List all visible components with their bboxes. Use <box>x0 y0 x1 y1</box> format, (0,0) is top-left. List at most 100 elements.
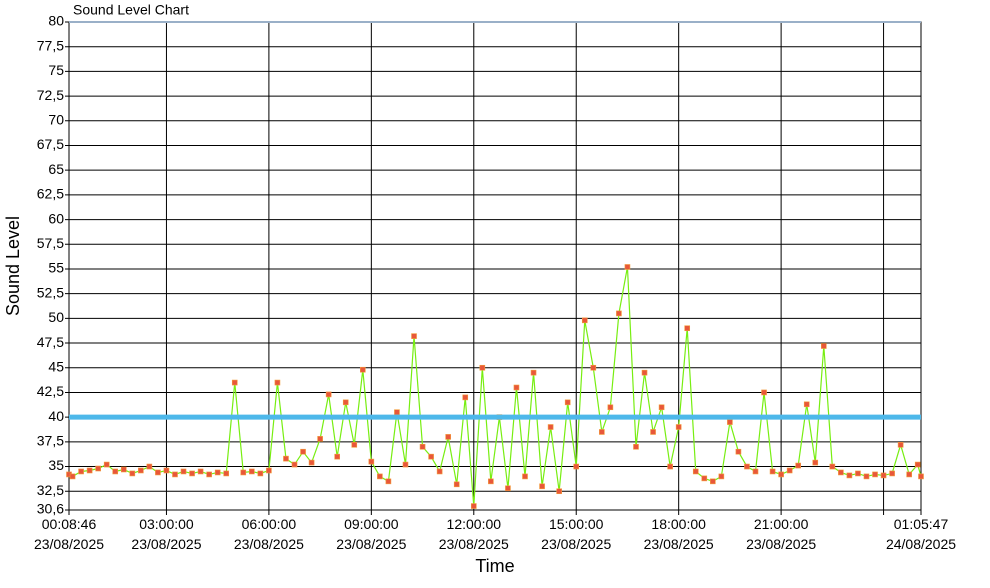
data-point <box>86 467 93 474</box>
x-tick-label: 01:05:47 24/08/2025 <box>885 516 957 552</box>
data-point <box>462 394 469 401</box>
y-tick-label: 70 <box>48 111 64 127</box>
data-point <box>641 369 648 376</box>
data-point <box>240 469 247 476</box>
data-point <box>505 485 511 492</box>
data-point <box>812 459 819 466</box>
data-point <box>385 478 392 485</box>
x-axis-label: Time <box>475 556 514 576</box>
data-point <box>308 459 315 466</box>
data-point <box>266 467 272 474</box>
data-point <box>334 453 340 460</box>
data-point <box>821 343 827 349</box>
y-tick-label: 37,5 <box>37 433 64 449</box>
data-point <box>590 364 597 371</box>
data-point <box>223 470 230 477</box>
data-point <box>803 401 810 408</box>
y-tick-label: 45 <box>48 358 64 374</box>
data-point <box>436 468 443 475</box>
data-point <box>675 424 682 430</box>
data-point <box>69 473 76 480</box>
data-point <box>351 442 358 448</box>
x-tick-label: 21:00:00 23/08/2025 <box>746 516 817 552</box>
y-tick-label: 60 <box>48 210 64 226</box>
data-point <box>163 467 170 474</box>
y-tick-label: 50 <box>48 309 64 325</box>
data-point <box>547 424 554 430</box>
data-point <box>300 448 306 455</box>
y-tick-label: 52,5 <box>37 284 64 300</box>
chart-title: Sound Level Chart <box>73 2 189 18</box>
data-point <box>624 264 631 270</box>
data-point <box>863 473 870 480</box>
data-point <box>573 463 580 470</box>
data-point <box>522 473 528 480</box>
data-point <box>172 471 178 478</box>
plot-border <box>68 21 922 511</box>
data-point <box>846 472 853 479</box>
data-point <box>180 468 187 475</box>
data-point <box>701 475 708 482</box>
data-point <box>735 448 742 455</box>
y-tick-label: 65 <box>48 161 64 177</box>
data-point <box>581 317 588 324</box>
data-point <box>778 471 784 478</box>
y-axis-label: Sound Level <box>3 216 23 316</box>
data-point <box>206 471 212 478</box>
x-tick-label: 00:08:46 23/08/2025 <box>33 516 105 552</box>
data-point <box>607 404 614 411</box>
data-point <box>428 453 434 460</box>
data-point <box>667 463 673 470</box>
y-tick-label: 35 <box>48 457 64 473</box>
data-point <box>906 471 912 478</box>
data-point <box>488 478 494 485</box>
data-point <box>556 488 562 495</box>
data-point <box>752 468 759 475</box>
data-point <box>918 473 924 480</box>
data-point <box>829 463 836 470</box>
data-point <box>744 463 750 470</box>
data-point <box>189 470 195 477</box>
x-tick-label: 18:00:00 23/08/2025 <box>643 516 714 552</box>
data-point <box>539 483 545 490</box>
data-point <box>727 419 733 425</box>
data-point <box>368 458 375 465</box>
data-point <box>231 379 238 386</box>
data-point <box>795 462 801 469</box>
data-point <box>197 468 204 475</box>
data-point <box>897 442 904 448</box>
series-line <box>68 266 922 507</box>
y-tick-label: 57,5 <box>37 235 64 251</box>
data-point <box>155 469 161 476</box>
data-point <box>112 468 119 475</box>
data-point <box>78 468 84 475</box>
data-point <box>146 463 153 470</box>
data-point <box>633 443 639 450</box>
data-point <box>249 468 255 475</box>
y-tick-label: 55 <box>48 260 64 276</box>
x-tick-label: 03:00:00 23/08/2025 <box>131 516 202 552</box>
data-point <box>692 468 699 475</box>
y-tick-label: 47,5 <box>37 334 64 350</box>
y-tick-label: 77,5 <box>37 37 64 53</box>
data-point <box>402 461 409 468</box>
data-point <box>530 369 537 376</box>
data-point <box>419 443 426 450</box>
data-point <box>616 310 622 317</box>
data-point <box>513 384 520 391</box>
y-tick-label: 40 <box>48 408 64 424</box>
x-tick-label: 12:00:00 23/08/2025 <box>438 516 509 552</box>
y-tick-label: 80 <box>48 13 64 29</box>
data-point <box>257 470 264 477</box>
data-point <box>411 333 417 339</box>
data-point <box>138 467 144 474</box>
data-point <box>479 364 486 371</box>
y-tick-label: 62,5 <box>37 186 64 202</box>
data-point <box>710 478 716 485</box>
data-point <box>650 429 656 435</box>
data-point <box>838 469 844 476</box>
data-point <box>769 468 776 475</box>
data-point <box>761 389 767 396</box>
